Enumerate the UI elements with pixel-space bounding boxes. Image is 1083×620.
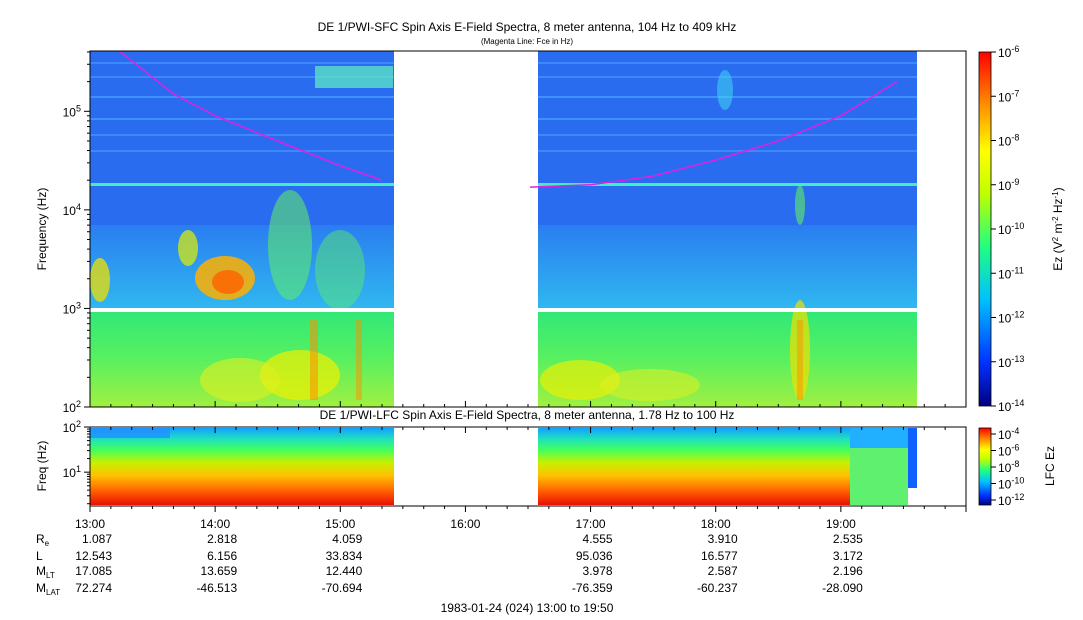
lfc-y-axis-label: Freq (Hz) xyxy=(35,441,49,492)
ephemeris-value: 16.577 xyxy=(701,549,738,563)
sfc-band-separator-2 xyxy=(538,308,917,312)
time-axis xyxy=(89,401,967,512)
time-tick-label: 13:00 xyxy=(75,517,105,531)
sfc-colorbar-tick-label: 10-7 xyxy=(998,88,1019,104)
lfc-title: DE 1/PWI-LFC Spin Axis E-Field Spectra, … xyxy=(320,408,735,422)
sfc-y-tick-label: 103 xyxy=(63,300,81,316)
lfc-colorbar-label: LFC Ez xyxy=(1043,446,1057,486)
ephemeris-row-label: L xyxy=(36,549,43,563)
lfc-data-segment-2 xyxy=(538,428,850,505)
sfc-colorbar-gradient xyxy=(978,51,992,407)
sfc-y-axis: 102 103 104 105 xyxy=(63,51,90,415)
ephemeris-value: -70.694 xyxy=(322,581,363,595)
time-tick-label: 19:00 xyxy=(826,517,856,531)
ephemeris-value: 2.818 xyxy=(207,532,237,546)
ephemeris-row-label: MLAT xyxy=(36,581,60,597)
sfc-colorbar: 10-6 10-7 10-8 10-9 10-10 10-11 10-12 10-13 10-1… xyxy=(978,44,1065,414)
sfc-colorbar-tick-label: 10-8 xyxy=(998,133,1019,149)
sfc-colorbar-tick-label: 10-14 xyxy=(998,398,1024,414)
sfc-colorbar-tick-label: 10-12 xyxy=(998,310,1024,326)
ephemeris-value: 4.555 xyxy=(583,532,613,546)
ephemeris-value: -46.513 xyxy=(196,581,237,595)
sfc-panel: 102 103 104 105 Frequency (Hz) xyxy=(35,50,967,415)
time-tick-label: 14:00 xyxy=(200,517,230,531)
ephemeris-value: 3.978 xyxy=(583,564,613,578)
sfc-y-tick-label: 104 xyxy=(63,202,81,218)
sfc-y-tick-label: 102 xyxy=(63,399,81,415)
lfc-colorbar-tick-label: 10-8 xyxy=(998,459,1019,475)
lfc-data-segment-6 xyxy=(90,428,170,438)
time-tick-label: 18:00 xyxy=(701,517,731,531)
fce-line-segment-1 xyxy=(118,50,383,181)
sfc-band-separator xyxy=(90,308,394,312)
ephemeris-value: 12.440 xyxy=(326,564,363,578)
sfc-colorbar-label: Ez (V2 m-2 Hz-1) xyxy=(1051,187,1065,270)
ephemeris-value: 72.274 xyxy=(75,581,112,595)
ephemeris-value: 33.834 xyxy=(326,549,363,563)
footer-date-range: 1983-01-24 (024) 13:00 to 19:50 xyxy=(441,601,614,615)
lfc-y-tick-label: 101 xyxy=(63,464,81,480)
time-tick-label: 16:00 xyxy=(450,517,480,531)
lfc-data-segment-1 xyxy=(90,428,394,505)
ephemeris-row-label: Re xyxy=(36,532,50,548)
time-tick-label: 17:00 xyxy=(576,517,606,531)
lfc-panel: 101 102 Freq (Hz) xyxy=(35,419,967,507)
ephemeris-value: 3.910 xyxy=(708,532,738,546)
sfc-colorbar-tick-label: 10-6 xyxy=(998,44,1019,60)
ephemeris-value: 12.543 xyxy=(75,549,112,563)
time-tick-label: 15:00 xyxy=(325,517,355,531)
sfc-colorbar-tick-label: 10-11 xyxy=(998,265,1024,281)
ephemeris-value: -76.359 xyxy=(572,581,613,595)
sfc-colorbar-tick-label: 10-13 xyxy=(998,354,1024,370)
ephemeris-value: 17.085 xyxy=(75,564,112,578)
lfc-colorbar-tick-label: 10-10 xyxy=(998,476,1024,492)
sfc-y-axis-label: Frequency (Hz) xyxy=(35,188,49,271)
sfc-colorbar-tick-label: 10-10 xyxy=(998,221,1024,237)
ephemeris-value: 4.059 xyxy=(332,532,362,546)
ephemeris-value: 3.172 xyxy=(833,549,863,563)
sfc-data-segment-1 xyxy=(90,51,394,407)
ephemeris-value: -28.090 xyxy=(822,581,863,595)
lfc-data-segment-4 xyxy=(850,428,908,448)
sfc-y-tick-label: 105 xyxy=(63,103,81,119)
lfc-colorbar-tick-label: 10-6 xyxy=(998,443,1019,459)
ephemeris-value: 13.659 xyxy=(200,564,237,578)
lfc-colorbar-tick-label: 10-12 xyxy=(998,492,1024,508)
fce-line-segment-2 xyxy=(530,80,898,188)
ephemeris-value: 1.087 xyxy=(82,532,112,546)
ephemeris-value: 2.535 xyxy=(833,532,863,546)
lfc-y-axis: 101 102 xyxy=(63,419,90,505)
lfc-y-tick-label: 102 xyxy=(63,419,81,435)
lfc-colorbar-tick-label: 10-4 xyxy=(998,426,1019,442)
chart-title: DE 1/PWI-SFC Spin Axis E-Field Spectra, … xyxy=(318,20,737,34)
lfc-data-segment-5 xyxy=(908,428,917,488)
sfc-colorbar-tick-label: 10-9 xyxy=(998,177,1019,193)
ephemeris-row-label: MLT xyxy=(36,564,55,580)
chart-subtitle: (Magenta Line: Fce in Hz) xyxy=(481,37,573,46)
sfc-data-segment-2 xyxy=(538,51,917,407)
ephemeris-value: 95.036 xyxy=(576,549,613,563)
ephemeris-value: 6.156 xyxy=(207,549,237,563)
ephemeris-value: 2.196 xyxy=(833,564,863,578)
ephemeris-value: 2.587 xyxy=(708,564,738,578)
ephemeris-value: -60.237 xyxy=(697,581,738,595)
lfc-colorbar-gradient xyxy=(978,427,992,506)
